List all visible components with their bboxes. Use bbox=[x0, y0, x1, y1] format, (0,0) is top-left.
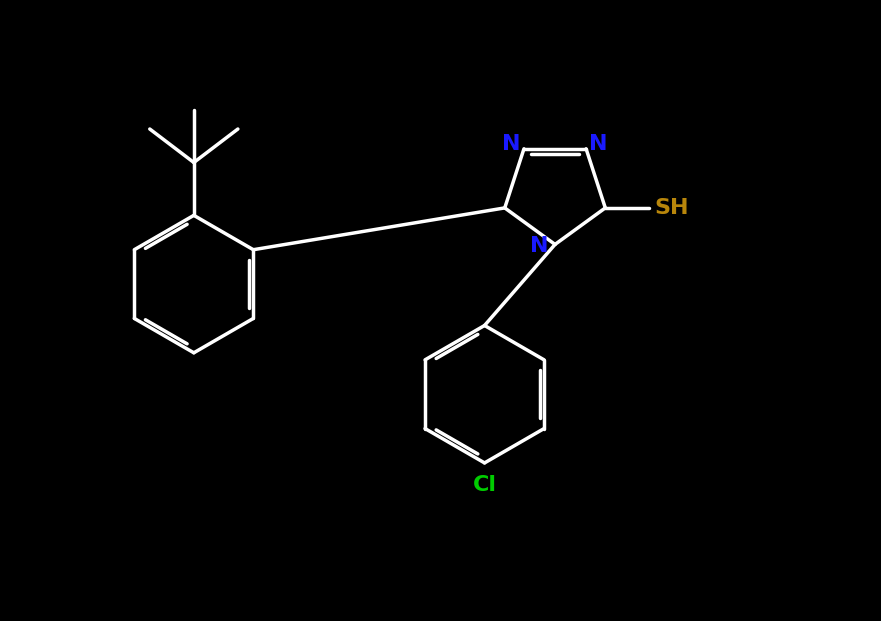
Text: N: N bbox=[502, 134, 521, 153]
Text: Cl: Cl bbox=[472, 475, 497, 495]
Text: N: N bbox=[530, 236, 548, 256]
Text: N: N bbox=[589, 134, 608, 153]
Text: SH: SH bbox=[655, 198, 689, 218]
